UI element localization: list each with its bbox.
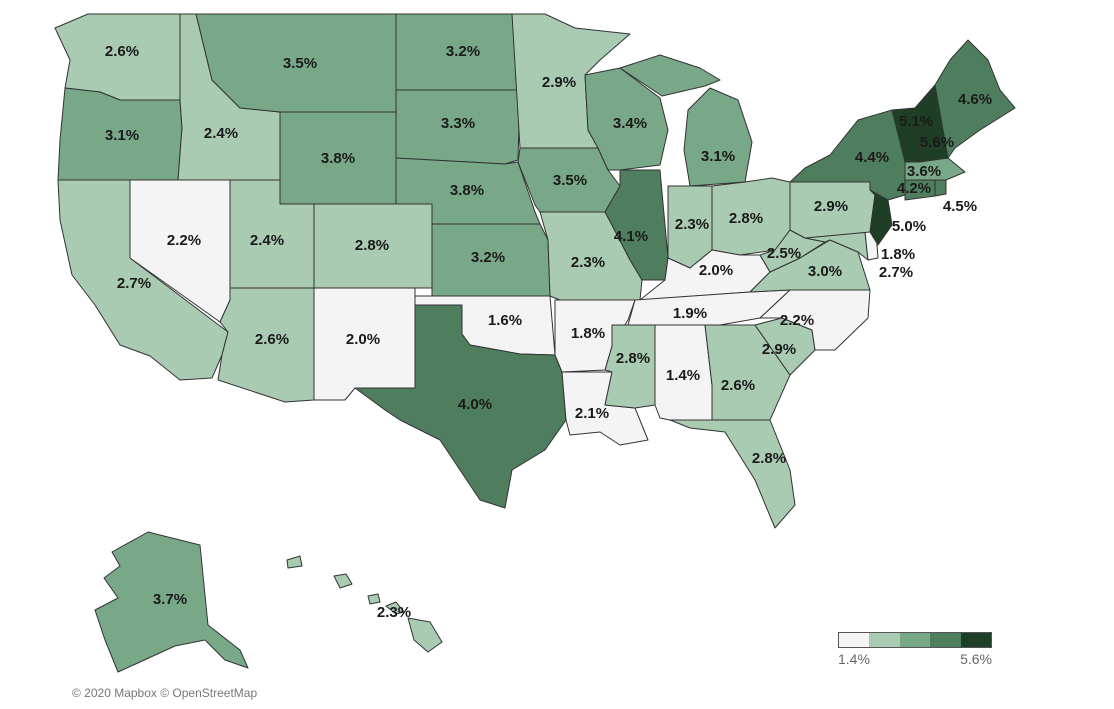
state-label-IN: 2.3%	[675, 216, 709, 233]
state-label-CO: 2.8%	[355, 237, 389, 254]
state-label-KY: 2.0%	[699, 262, 733, 279]
state-ME[interactable]	[934, 39, 1016, 159]
state-label-MT: 3.5%	[283, 55, 317, 72]
legend-min-label: 1.4%	[838, 651, 870, 667]
state-label-MD: 2.7%	[879, 264, 913, 281]
state-label-RI: 4.5%	[943, 198, 977, 215]
state-label-MI: 3.1%	[701, 148, 735, 165]
state-label-OH: 2.8%	[729, 210, 763, 227]
state-FL[interactable]	[669, 419, 796, 529]
state-label-TN: 1.9%	[673, 305, 707, 322]
state-label-AR: 1.8%	[571, 325, 605, 342]
state-label-VT: 5.1%	[899, 113, 933, 130]
legend-color-ramp	[838, 632, 992, 648]
state-WI[interactable]	[584, 67, 669, 171]
state-label-PA: 2.9%	[814, 198, 848, 215]
legend-swatch-1	[839, 633, 870, 647]
state-label-WI: 3.4%	[613, 115, 647, 132]
state-RI[interactable]	[934, 179, 947, 197]
state-label-MN: 2.9%	[542, 74, 576, 91]
state-SD[interactable]	[395, 89, 521, 165]
state-TX[interactable]	[354, 304, 567, 509]
state-label-UT: 2.4%	[250, 232, 284, 249]
state-label-ME: 4.6%	[958, 91, 992, 108]
state-label-MA: 3.6%	[907, 163, 941, 180]
state-label-WA: 2.6%	[105, 43, 139, 60]
state-label-OK: 1.6%	[488, 312, 522, 329]
state-label-NE: 3.8%	[450, 182, 484, 199]
state-label-NV: 2.2%	[167, 232, 201, 249]
state-label-ND: 3.2%	[446, 43, 480, 60]
state-label-NH: 5.6%	[920, 134, 954, 151]
state-HI[interactable]	[286, 555, 443, 653]
legend-swatch-4	[930, 633, 961, 647]
state-label-TX: 4.0%	[458, 396, 492, 413]
state-label-LA: 2.1%	[575, 405, 609, 422]
state-label-VA: 3.0%	[808, 263, 842, 280]
legend-max-label: 5.6%	[960, 651, 992, 667]
state-label-GA: 2.6%	[721, 377, 755, 394]
state-label-SD: 3.3%	[441, 115, 475, 132]
state-label-DE: 1.8%	[881, 246, 915, 263]
legend-swatch-5	[960, 633, 992, 647]
state-MI-UP[interactable]	[619, 54, 721, 97]
state-IL[interactable]	[604, 169, 669, 281]
map-attribution[interactable]: © 2020 Mapbox © OpenStreetMap	[72, 686, 258, 700]
state-label-CA: 2.7%	[117, 275, 151, 292]
state-label-KS: 3.2%	[471, 249, 505, 266]
state-label-WV: 2.5%	[767, 245, 801, 262]
state-label-ID: 2.4%	[204, 125, 238, 142]
state-label-MS: 2.8%	[616, 350, 650, 367]
state-label-NC: 2.2%	[780, 312, 814, 329]
color-legend: 1.4% 5.6%	[838, 632, 992, 667]
state-label-HI: 2.3%	[377, 604, 411, 621]
state-label-SC: 2.9%	[762, 341, 796, 358]
state-label-AZ: 2.6%	[255, 331, 289, 348]
state-label-AL: 1.4%	[666, 367, 700, 384]
state-AK[interactable]	[94, 531, 249, 673]
state-label-CT: 4.2%	[897, 180, 931, 197]
state-label-NY: 4.4%	[855, 149, 889, 166]
state-label-FL: 2.8%	[752, 450, 786, 467]
legend-swatch-2	[869, 633, 900, 647]
state-MI[interactable]	[683, 87, 753, 187]
state-label-IA: 3.5%	[553, 172, 587, 189]
state-label-IL: 4.1%	[614, 228, 648, 245]
state-label-OR: 3.1%	[105, 127, 139, 144]
state-label-NJ: 5.0%	[892, 218, 926, 235]
state-label-WY: 3.8%	[321, 150, 355, 167]
legend-swatch-3	[899, 633, 931, 647]
state-label-NM: 2.0%	[346, 331, 380, 348]
state-label-MO: 2.3%	[571, 254, 605, 271]
state-label-AK: 3.7%	[153, 591, 187, 608]
